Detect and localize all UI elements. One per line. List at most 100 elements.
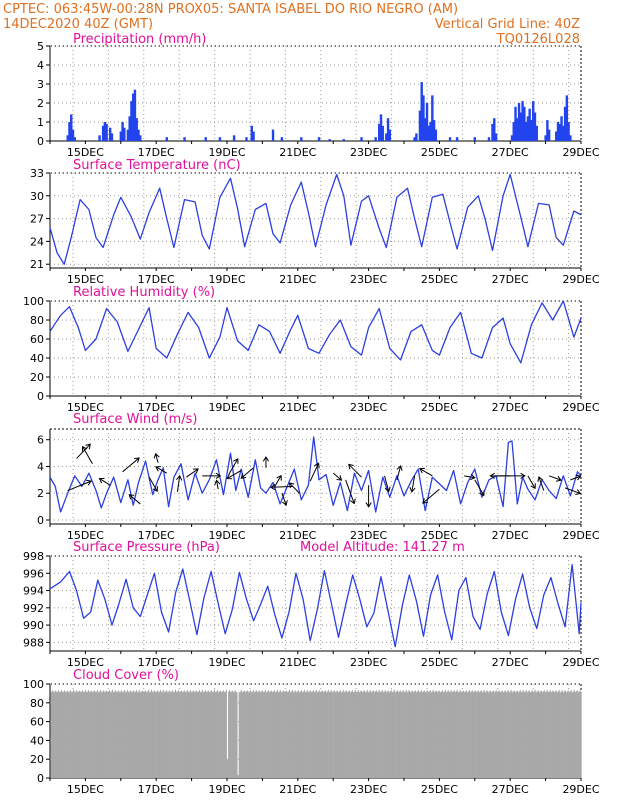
cloud-bar: [451, 690, 453, 778]
cloud-bar: [317, 691, 319, 778]
y-tick-label: 992: [23, 602, 44, 615]
cloud-bar: [441, 691, 443, 778]
cloud-bar: [281, 692, 283, 778]
precip-bar: [413, 137, 416, 141]
wind-arrow-head: [215, 472, 222, 479]
cloud-bar: [271, 690, 273, 778]
cloud-bar: [304, 691, 306, 778]
x-tick-label: 25DEC: [421, 783, 458, 796]
cloud-bar: [472, 691, 474, 778]
cloud-bar: [68, 692, 70, 778]
cloud-bar: [92, 692, 94, 778]
cloud-bar: [296, 692, 298, 778]
wind-arrow-head: [155, 466, 161, 472]
cloud-bar: [112, 691, 114, 778]
cloud-bar: [330, 689, 332, 778]
cloud-bar: [249, 691, 251, 778]
cloud-bar: [542, 692, 544, 778]
precip-bar: [130, 101, 133, 141]
cloud-bar: [500, 692, 502, 778]
x-tick-label: 27DEC: [492, 656, 529, 669]
cloud-bar: [399, 690, 401, 778]
cloud-bar: [525, 690, 527, 778]
precip-bar: [563, 106, 567, 141]
cloud-bar: [56, 692, 58, 778]
cloud-bar: [260, 692, 262, 778]
wind-arrow: [332, 472, 342, 481]
cloud-bar: [380, 691, 382, 778]
cloud-bar: [347, 692, 349, 778]
cloud-bar: [546, 689, 548, 778]
cloud-bar: [129, 690, 131, 778]
cloud-bar: [154, 691, 156, 778]
x-tick-label: 27DEC: [492, 529, 529, 542]
cloud-bar: [423, 690, 425, 778]
cloud-bar: [247, 692, 249, 778]
cloud-bar: [255, 690, 257, 778]
wind-arrow-head: [520, 472, 526, 479]
cloud-bar: [87, 691, 89, 778]
cloud-bar: [147, 691, 149, 778]
precip-bar: [429, 122, 432, 141]
precip-bar: [232, 135, 236, 141]
cloud-bar: [283, 690, 285, 778]
cloud-bar: [151, 691, 153, 778]
cloud-bar: [184, 690, 186, 778]
wind-arrow: [176, 475, 181, 492]
cloud-bar: [283, 692, 286, 778]
cloud-bar: [311, 692, 313, 778]
y-tick-label: 1: [37, 116, 44, 129]
cloud-bar: [393, 691, 395, 778]
cloud-bar: [473, 691, 475, 778]
cloud-bar: [334, 690, 336, 778]
cloud-bar: [289, 691, 291, 778]
cloud-bar: [460, 692, 463, 778]
precip-bar: [139, 135, 142, 141]
cloud-bar: [533, 691, 535, 778]
cloud-bar: [216, 691, 218, 778]
cloud-bar: [573, 689, 575, 778]
cloud-bar: [431, 692, 433, 778]
cloud-bar: [153, 690, 155, 778]
cloud-bar: [459, 689, 461, 778]
wind-arrow-head: [226, 473, 233, 480]
cloud-bar: [81, 690, 83, 778]
cloud-bar: [471, 689, 473, 778]
cloud-bar: [488, 692, 490, 778]
cloud-bar: [534, 689, 536, 778]
cloud-bar: [116, 692, 118, 778]
cloud-bar: [327, 689, 329, 778]
cloud-bar: [485, 692, 487, 778]
cloud-bar: [77, 692, 79, 778]
wind-arrow-head: [98, 477, 105, 484]
cloud-bar: [427, 690, 429, 778]
cloud-bar: [161, 692, 163, 778]
precip-bar: [569, 135, 572, 141]
cloud-bar: [74, 692, 76, 778]
cloud-bar: [378, 691, 380, 778]
cloud-bar: [368, 692, 370, 778]
cloud-bar: [65, 692, 67, 778]
cloud-bar: [65, 692, 67, 778]
precip-bar: [135, 118, 138, 141]
cloud-bar: [543, 690, 545, 778]
cloud-bar: [223, 690, 225, 778]
cloud-bar: [402, 690, 404, 778]
cloud-bar: [473, 692, 475, 778]
cloud-bar: [261, 691, 263, 778]
cloud-bar: [291, 689, 293, 778]
cloud-bar: [210, 691, 212, 778]
cloud-bar: [254, 692, 256, 778]
panel-1: 0 1 2 3 4 5 15DEC 17DEC 19DEC 21DEC 23DEC 25DEC 27DE…: [37, 40, 600, 159]
cloud-bar: [475, 692, 477, 778]
cloud-bar: [463, 690, 465, 778]
cloud-bar: [447, 690, 449, 778]
panels: 0 1 2 3 4 5 15DEC 17DEC 19DEC 21DEC 23DEC 25DEC 27DE…: [23, 40, 600, 796]
cloud-bar: [157, 690, 159, 778]
cloud-bar: [364, 691, 366, 778]
cloud-bar: [174, 689, 176, 778]
cloud-bar: [69, 691, 71, 778]
wind-arrow-head: [152, 486, 158, 493]
cloud-bar: [318, 689, 320, 778]
cloud-bar: [535, 691, 537, 778]
